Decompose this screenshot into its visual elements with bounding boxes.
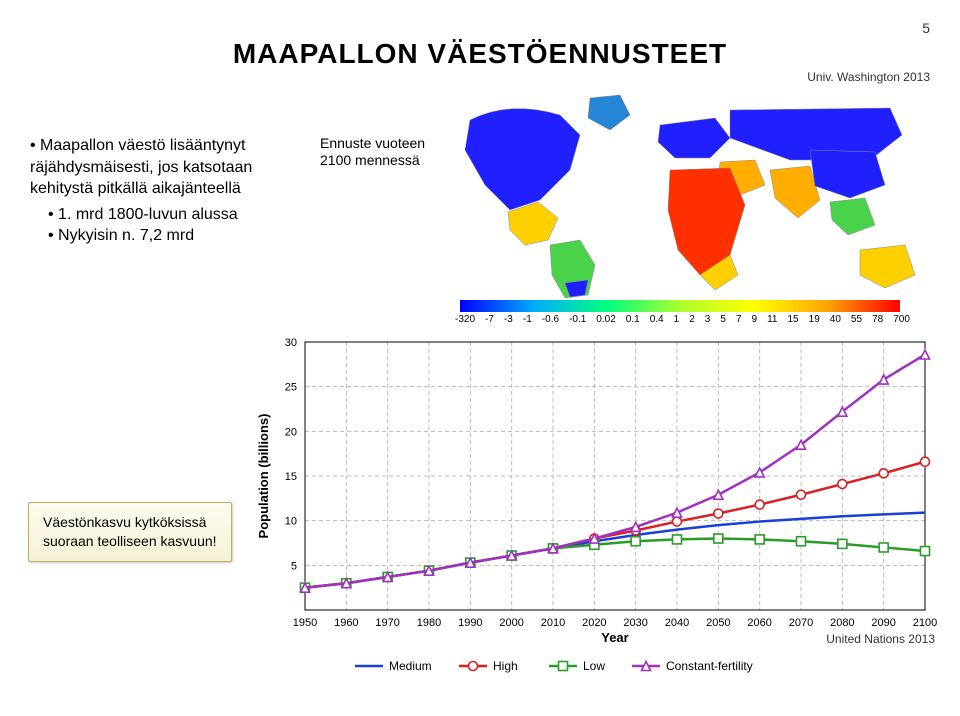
- footer-source: United Nations 2013: [826, 632, 935, 646]
- svg-text:1980: 1980: [417, 617, 441, 629]
- svg-text:2020: 2020: [582, 617, 606, 629]
- bullet-level2b: Nykyisin n. 7,2 mrd: [48, 225, 300, 247]
- svg-text:2100: 2100: [913, 617, 937, 629]
- svg-text:1990: 1990: [458, 617, 482, 629]
- svg-text:1960: 1960: [334, 617, 358, 629]
- svg-text:Medium: Medium: [389, 659, 432, 673]
- callout-box: Väestönkasvu kytköksissä suoraan teollis…: [28, 502, 232, 562]
- svg-text:2070: 2070: [789, 617, 813, 629]
- map-label: Ennuste vuoteen 2100 mennessä: [320, 135, 425, 169]
- population-chart: 1950196019701980199020002010202020302040…: [250, 330, 940, 680]
- svg-text:10: 10: [285, 516, 297, 528]
- map-label-line2: 2100 mennessä: [320, 152, 425, 169]
- svg-text:25: 25: [285, 382, 297, 394]
- world-map-choropleth: [430, 90, 930, 300]
- map-label-line1: Ennuste vuoteen: [320, 135, 425, 152]
- bullet-level2a: 1. mrd 1800-luvun alussa: [48, 204, 300, 226]
- map-legend-ticks: -320 -7 -3 -1 -0.6 -0.1 0.02 0.1 0.4 1 2…: [455, 314, 910, 325]
- svg-text:2000: 2000: [499, 617, 523, 629]
- svg-text:20: 20: [285, 426, 297, 438]
- bullet-list: Maapallon väestö lisääntynyt räjähdysmäi…: [30, 135, 300, 247]
- map-legend-bar: [460, 300, 900, 312]
- svg-text:2060: 2060: [747, 617, 771, 629]
- svg-text:2030: 2030: [623, 617, 647, 629]
- svg-text:2050: 2050: [706, 617, 730, 629]
- callout-line1: Väestönkasvu kytköksissä: [43, 513, 217, 532]
- svg-text:Low: Low: [583, 659, 605, 673]
- svg-text:1950: 1950: [293, 617, 317, 629]
- svg-text:2040: 2040: [665, 617, 689, 629]
- svg-text:Population (billions): Population (billions): [256, 414, 271, 539]
- page-title: MAAPALLON VÄESTÖENNUSTEET: [0, 38, 960, 70]
- svg-text:5: 5: [291, 560, 297, 572]
- bullet-level1: Maapallon väestö lisääntynyt räjähdysmäi…: [30, 135, 300, 200]
- svg-text:2080: 2080: [830, 617, 854, 629]
- page-number: 5: [922, 20, 930, 36]
- svg-text:Year: Year: [601, 630, 628, 645]
- svg-text:30: 30: [285, 337, 297, 349]
- svg-text:2010: 2010: [541, 617, 565, 629]
- svg-text:High: High: [493, 659, 518, 673]
- attribution: Univ. Washington 2013: [807, 70, 930, 84]
- svg-text:2090: 2090: [871, 617, 895, 629]
- callout-line2: suoraan teolliseen kasvuun!: [43, 532, 217, 551]
- svg-text:Constant-fertility: Constant-fertility: [666, 659, 753, 673]
- svg-text:15: 15: [285, 471, 297, 483]
- svg-text:1970: 1970: [375, 617, 399, 629]
